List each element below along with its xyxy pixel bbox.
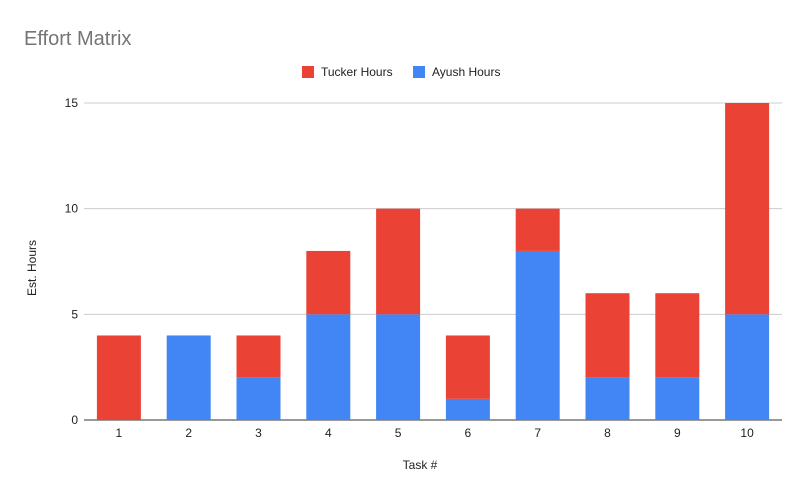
x-axis-ticks: 1 2 3 4 5 6 7 8 9 10 xyxy=(116,426,755,440)
x-tick-label: 5 xyxy=(395,426,402,440)
bar-ayush-8 xyxy=(585,377,630,420)
chart-title: Effort Matrix xyxy=(24,28,131,50)
bars xyxy=(96,103,770,420)
y-tick-label: 10 xyxy=(65,202,79,216)
bar-tucker-1 xyxy=(96,335,141,420)
x-tick-label: 4 xyxy=(325,426,332,440)
bar-tucker-3 xyxy=(236,335,281,378)
x-tick-label: 8 xyxy=(604,426,611,440)
x-axis-title: Task # xyxy=(403,458,438,472)
bar-tucker-5 xyxy=(376,208,421,315)
bar-ayush-5 xyxy=(376,314,421,420)
x-tick-label: 2 xyxy=(185,426,192,440)
x-tick-label: 1 xyxy=(116,426,123,440)
legend: Tucker Hours Ayush Hours xyxy=(302,65,500,79)
y-tick-label: 0 xyxy=(71,413,78,427)
legend-swatch-tucker xyxy=(302,66,314,78)
y-axis-title: Est. Hours xyxy=(25,240,39,296)
x-tick-label: 7 xyxy=(534,426,541,440)
bar-tucker-6 xyxy=(445,335,490,399)
bar-ayush-4 xyxy=(306,314,351,420)
legend-label-ayush: Ayush Hours xyxy=(432,65,500,79)
bar-ayush-6 xyxy=(445,398,490,420)
bar-ayush-3 xyxy=(236,377,281,420)
y-axis-ticks: 0 5 10 15 xyxy=(65,96,79,427)
bar-ayush-7 xyxy=(515,250,560,420)
x-tick-label: 10 xyxy=(740,426,754,440)
bar-ayush-9 xyxy=(655,377,700,420)
bar-tucker-4 xyxy=(306,250,351,315)
legend-swatch-ayush xyxy=(413,66,425,78)
legend-label-tucker: Tucker Hours xyxy=(321,65,393,79)
bar-tucker-7 xyxy=(515,208,560,251)
bar-tucker-8 xyxy=(585,293,630,378)
bar-ayush-2 xyxy=(166,335,211,420)
bar-tucker-9 xyxy=(655,293,700,378)
bar-ayush-10 xyxy=(725,314,770,420)
x-tick-label: 3 xyxy=(255,426,262,440)
y-tick-label: 5 xyxy=(71,307,78,321)
x-tick-label: 9 xyxy=(674,426,681,440)
bar-tucker-10 xyxy=(725,103,770,315)
y-tick-label: 15 xyxy=(65,96,79,110)
x-tick-label: 6 xyxy=(465,426,472,440)
